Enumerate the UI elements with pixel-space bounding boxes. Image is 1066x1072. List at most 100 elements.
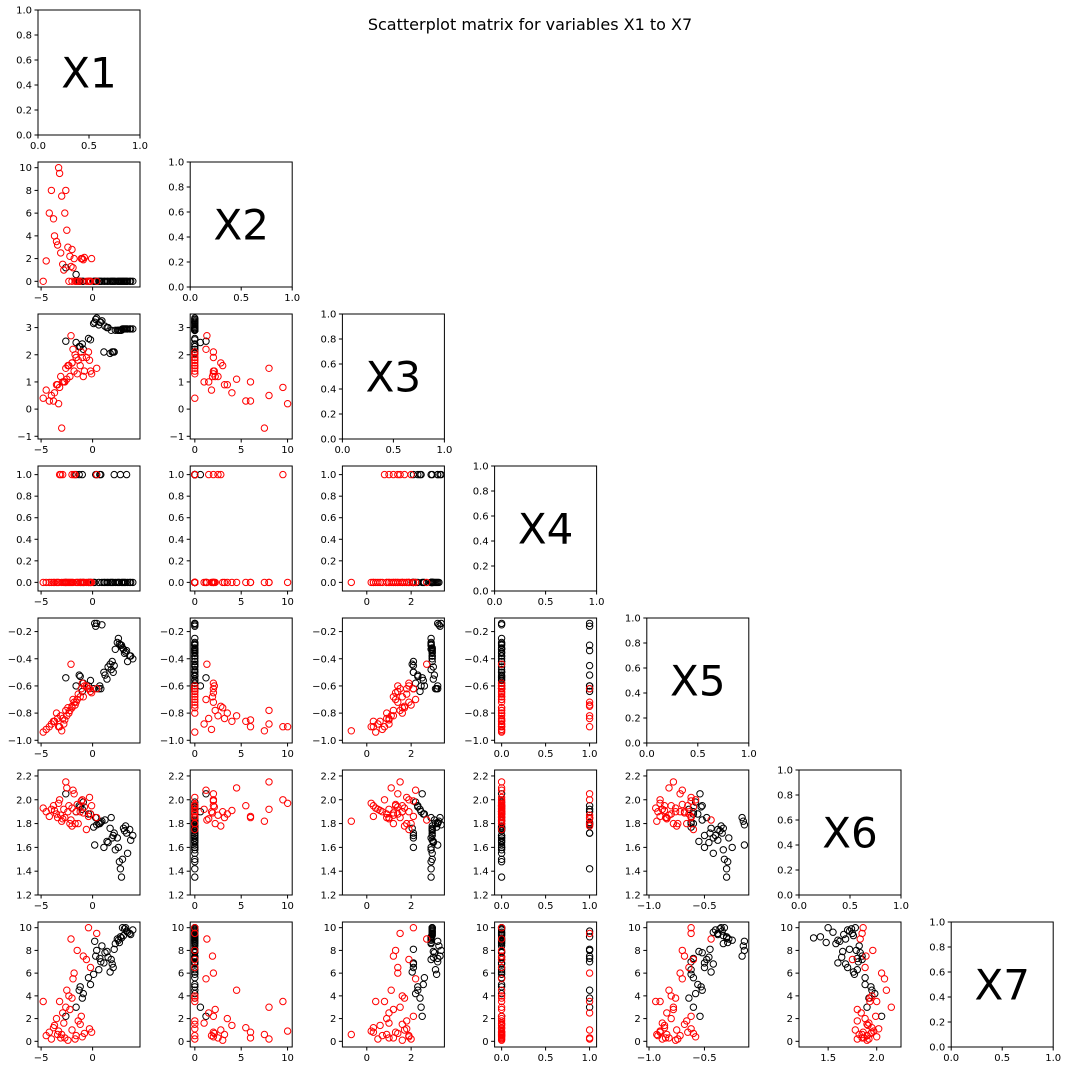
point-black: [428, 829, 436, 837]
y-tick-label: 0.8: [16, 31, 32, 42]
point-red: [191, 793, 199, 802]
point-red: [208, 578, 217, 587]
point-black: [703, 813, 711, 822]
point-red: [687, 929, 695, 938]
point-red: [191, 709, 199, 717]
panel-X7-vs-X7: X7 0.0 0.5 1.0 0.0 0.2 0.4 0.6 0.8 1.0: [929, 918, 1061, 1065]
point-black: [86, 676, 95, 685]
panel-X6-vs-X6: X6 0.0 0.5 1.0 0.0 0.2 0.4 0.6 0.8 1.0: [777, 766, 909, 913]
point-red: [85, 277, 94, 285]
point-red: [676, 790, 684, 798]
point-red: [848, 955, 857, 964]
y-tick-label: 0.2: [168, 556, 184, 567]
point-red: [265, 706, 273, 715]
point-red: [265, 805, 273, 813]
panel-X4-vs-X2: 0 5 10 0.0 0.2 0.4 0.6 0.8 1.0: [168, 465, 294, 608]
point-black: [435, 942, 443, 950]
point-red: [220, 813, 229, 822]
point-red: [73, 946, 81, 955]
point-red: [856, 935, 864, 943]
x-tick-label: 2.0: [869, 1053, 885, 1064]
point-red: [82, 277, 91, 285]
y-tick-label: 0.4: [168, 233, 184, 244]
point-red: [74, 819, 82, 828]
point-red: [872, 1012, 880, 1020]
point-black: [191, 619, 199, 628]
y-tick-label: 2: [26, 254, 32, 265]
point-red: [853, 1035, 861, 1043]
point-red: [67, 935, 75, 943]
y-tick-label: 0.8: [320, 335, 336, 346]
point-red: [497, 706, 506, 715]
point-black: [104, 838, 112, 847]
point-black: [427, 873, 435, 881]
axes-frame: [494, 769, 598, 896]
panel-X4-vs-X1: −5 0 0.0 0.2 0.4 0.6 0.8 1.0: [16, 465, 141, 608]
point-black: [497, 834, 506, 842]
point-black: [738, 813, 746, 822]
point-black: [585, 687, 594, 696]
y-tick-label: 0.6: [320, 513, 336, 524]
point-red: [663, 1030, 671, 1039]
point-black: [119, 277, 128, 285]
point-black: [867, 983, 875, 991]
x-tick-label: 5: [238, 597, 244, 608]
point-black: [191, 342, 199, 351]
point-black: [497, 841, 506, 849]
point-red: [85, 1025, 94, 1033]
point-red: [68, 704, 76, 712]
y-tick-label: 0.6: [929, 968, 945, 979]
point-red: [39, 997, 47, 1006]
point-red: [77, 578, 86, 587]
point-black: [840, 930, 848, 939]
point-black: [740, 946, 749, 955]
point-red: [191, 963, 199, 972]
point-black: [809, 934, 818, 942]
point-red: [87, 254, 96, 263]
point-red: [669, 1005, 678, 1014]
point-red: [497, 704, 506, 712]
point-red: [191, 701, 199, 709]
point-black: [117, 873, 126, 881]
point-black: [89, 970, 98, 978]
point-black: [414, 672, 422, 681]
y-tick-label: 2.0: [168, 795, 184, 806]
point-red: [497, 687, 506, 696]
point-black: [417, 470, 425, 479]
y-tick-label: 3: [26, 323, 32, 334]
point-red: [55, 796, 64, 804]
y-tick-label: 0.8: [473, 487, 489, 498]
point-red: [279, 470, 287, 479]
point-black: [408, 824, 416, 832]
point-black: [709, 960, 717, 968]
y-tick-label: 1.2: [168, 891, 184, 902]
point-black: [119, 645, 128, 653]
point-red: [497, 682, 506, 690]
point-red: [72, 1031, 80, 1040]
point-red: [403, 578, 411, 587]
point-red: [93, 929, 101, 938]
y-tick-label: 2.0: [625, 795, 641, 806]
y-tick-label: 0.2: [16, 106, 32, 117]
point-black: [432, 970, 441, 978]
y-tick-label: 0.0: [929, 1043, 945, 1054]
point-black: [685, 994, 693, 1002]
y-tick-label: 1.2: [473, 891, 489, 902]
point-red: [66, 1005, 74, 1014]
point-red: [283, 799, 292, 807]
y-tick-label: 0.2: [16, 556, 32, 567]
point-black: [191, 865, 199, 873]
point-red: [191, 994, 199, 1002]
point-red: [665, 784, 673, 792]
point-red: [497, 963, 506, 972]
y-tick-label: 0.8: [168, 183, 184, 194]
point-black: [429, 675, 437, 683]
point-black: [834, 959, 842, 967]
y-tick-label: 0.2: [320, 556, 336, 567]
point-red: [246, 578, 255, 587]
point-red: [585, 1009, 594, 1017]
point-red: [409, 1012, 418, 1020]
point-red: [685, 963, 693, 972]
point-red: [58, 424, 66, 432]
y-tick-label: 3: [178, 323, 184, 334]
